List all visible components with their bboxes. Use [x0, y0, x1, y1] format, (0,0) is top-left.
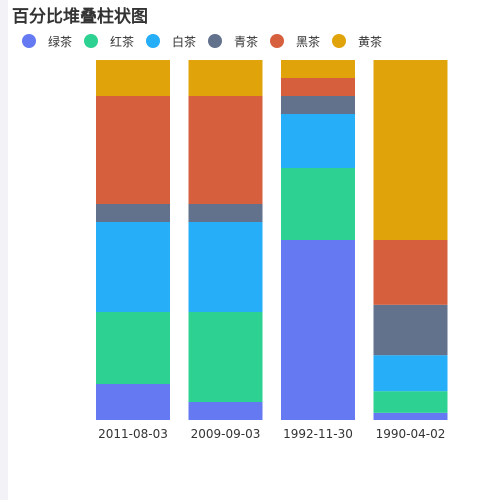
- bar-segment[interactable]: [188, 402, 263, 420]
- bar-segment[interactable]: [96, 204, 170, 222]
- bar-segment[interactable]: [281, 168, 355, 240]
- bar-segment[interactable]: [281, 78, 355, 96]
- bar-segment[interactable]: [188, 222, 263, 312]
- legend-marker: [332, 34, 346, 48]
- legend-item-4[interactable]: 青茶: [208, 33, 258, 49]
- bar-segment[interactable]: [281, 240, 355, 420]
- legend-label: 黄茶: [358, 34, 383, 49]
- legend-marker: [146, 34, 160, 48]
- legend-label: 红茶: [110, 34, 135, 49]
- x-tick-label: 1990-04-02: [376, 427, 446, 441]
- legend-label: 黑茶: [296, 34, 321, 49]
- x-tick-label: 1992-11-30: [283, 427, 353, 441]
- legend-item-1[interactable]: 绿茶: [22, 33, 72, 49]
- legend-label: 绿茶: [48, 34, 73, 49]
- legend-item-6[interactable]: 黄茶: [332, 33, 382, 49]
- bar-segment[interactable]: [281, 96, 355, 114]
- bar-segment[interactable]: [188, 60, 263, 96]
- legend-marker: [208, 34, 222, 48]
- left-panel-edge: [0, 0, 8, 500]
- bar-segment[interactable]: [373, 240, 448, 305]
- bar-segment[interactable]: [373, 60, 448, 240]
- bar-segment[interactable]: [188, 96, 263, 204]
- legend-item-2[interactable]: 红茶: [84, 33, 134, 49]
- legend-marker: [270, 34, 284, 48]
- x-tick-label: 2009-09-03: [191, 427, 261, 441]
- bar-segment[interactable]: [281, 60, 355, 78]
- bar-segment[interactable]: [373, 355, 448, 392]
- bar-segment[interactable]: [281, 114, 355, 168]
- bar-segment[interactable]: [96, 60, 170, 96]
- bar-segment[interactable]: [188, 204, 263, 222]
- bar-segment[interactable]: [96, 384, 170, 420]
- bar-segment[interactable]: [373, 391, 448, 413]
- legend-item-5[interactable]: 黑茶: [270, 33, 320, 49]
- legend-label: 白茶: [172, 34, 197, 49]
- bar-segment[interactable]: [96, 96, 170, 204]
- chart-title: 百分比堆叠柱状图: [12, 7, 148, 27]
- legend-marker: [22, 34, 36, 48]
- bar-segment[interactable]: [373, 412, 448, 420]
- bar-segment[interactable]: [96, 222, 170, 312]
- legend-marker: [84, 34, 98, 48]
- legend-label: 青茶: [234, 34, 259, 49]
- bar-segment[interactable]: [188, 312, 263, 402]
- bar-segment[interactable]: [373, 304, 448, 356]
- legend-item-3[interactable]: 白茶: [146, 33, 196, 49]
- bar-segment[interactable]: [96, 312, 170, 384]
- x-tick-label: 2011-08-03: [98, 427, 168, 441]
